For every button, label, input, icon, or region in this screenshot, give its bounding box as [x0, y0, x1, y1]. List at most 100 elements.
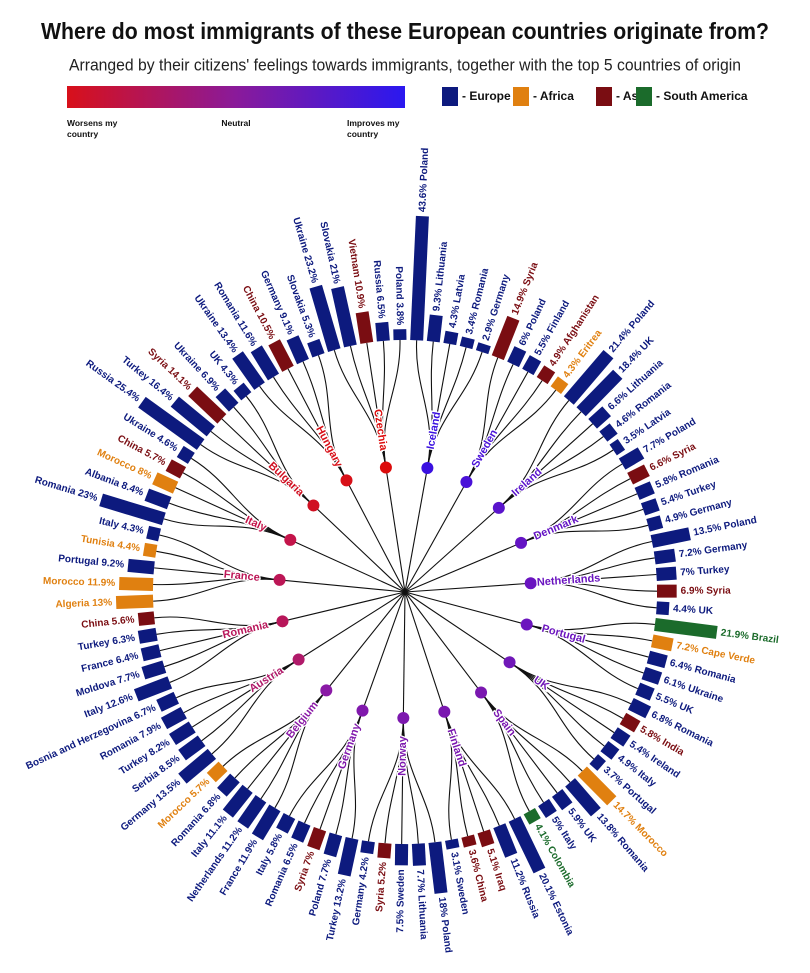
bar-label: 7.2% Germany — [678, 540, 748, 560]
bar-label: Morocco 11.9% — [43, 576, 116, 589]
bar — [600, 740, 620, 760]
bar-label: 13.8% Romania — [594, 812, 651, 875]
bar — [618, 447, 645, 470]
country-node — [421, 462, 434, 475]
branch — [317, 355, 347, 481]
bar — [170, 396, 215, 437]
bar — [141, 660, 167, 680]
country-label: France — [223, 569, 260, 584]
branch — [222, 690, 327, 767]
bar — [640, 498, 660, 516]
country-node — [276, 615, 289, 628]
bar — [459, 336, 475, 350]
branch — [416, 340, 431, 469]
bar — [523, 807, 541, 825]
bar — [610, 727, 631, 747]
bar — [477, 829, 495, 848]
bar-label: 9.3% Lithuania — [431, 241, 450, 312]
country-node — [520, 618, 533, 631]
bar — [140, 644, 162, 662]
branch — [465, 357, 499, 483]
bar — [169, 721, 196, 746]
bar — [550, 376, 569, 394]
country-label: Finland — [444, 727, 468, 768]
bar — [133, 676, 173, 702]
bar-label: Syria 5.2% — [374, 861, 389, 912]
bar — [475, 342, 491, 355]
bar — [307, 338, 325, 358]
scale-label-line: country — [347, 129, 378, 139]
country-label: Sweden — [470, 427, 501, 469]
branch — [498, 400, 570, 509]
country-label: Romania — [221, 619, 270, 642]
bar-label: Slovakia 21% — [317, 221, 341, 285]
country-node — [438, 705, 451, 718]
bar — [536, 365, 556, 385]
bar — [146, 525, 162, 542]
bar — [655, 566, 677, 581]
country-label: Norway — [396, 735, 409, 776]
bar — [563, 349, 614, 405]
spoke — [404, 591, 445, 712]
bar — [461, 834, 477, 848]
bar — [507, 346, 527, 368]
branch — [288, 710, 364, 817]
bar — [156, 691, 180, 712]
country-node — [340, 474, 353, 487]
bar — [355, 311, 374, 344]
bar — [393, 329, 407, 341]
bar — [222, 784, 253, 818]
branch — [182, 472, 291, 541]
bar-label: 18% Poland — [436, 896, 454, 953]
spoke — [346, 480, 406, 593]
bar — [137, 611, 155, 626]
country-label: Spain — [490, 707, 518, 738]
bar — [232, 351, 265, 390]
legend-label: - South America — [656, 89, 748, 103]
country-node — [284, 533, 297, 546]
bar — [609, 439, 626, 456]
branch — [274, 690, 327, 809]
bar — [653, 548, 676, 565]
country-node — [307, 499, 320, 512]
scale-label-line: Worsens my — [67, 118, 118, 128]
branch — [154, 567, 280, 581]
bar — [268, 339, 294, 372]
bar-label: Tunisia 4.4% — [80, 534, 141, 555]
branch — [443, 711, 516, 820]
country-node — [524, 577, 537, 590]
bar — [251, 804, 281, 841]
bar — [508, 816, 546, 874]
bar — [375, 321, 390, 342]
spoke — [313, 505, 406, 593]
country-node — [292, 653, 305, 666]
country-node — [356, 704, 369, 717]
branch — [465, 389, 557, 483]
branch — [351, 710, 364, 839]
bar — [119, 576, 154, 591]
bar-label: 7% Turkey — [680, 564, 730, 578]
bar — [178, 735, 206, 761]
bar — [237, 795, 267, 829]
spoke — [404, 591, 527, 626]
bar — [588, 406, 611, 429]
branch — [426, 351, 483, 469]
branch — [211, 659, 299, 755]
branch — [526, 622, 655, 631]
bar-label: Romania 23% — [33, 475, 99, 504]
chart-title: Where do most immigrants of these Europe… — [41, 18, 769, 44]
bar — [160, 706, 187, 730]
branch — [530, 540, 653, 584]
bar — [138, 396, 205, 450]
branch — [154, 616, 283, 626]
branch — [245, 395, 314, 506]
country-label: Denmark — [532, 513, 581, 543]
bar-label: China 5.6% — [81, 614, 135, 630]
spoke — [361, 591, 406, 711]
bar — [650, 527, 691, 548]
bar — [165, 459, 187, 479]
legend-swatch — [636, 87, 652, 106]
bar — [115, 594, 154, 610]
bar — [654, 617, 718, 639]
scale-label: Improves my country — [347, 118, 400, 139]
